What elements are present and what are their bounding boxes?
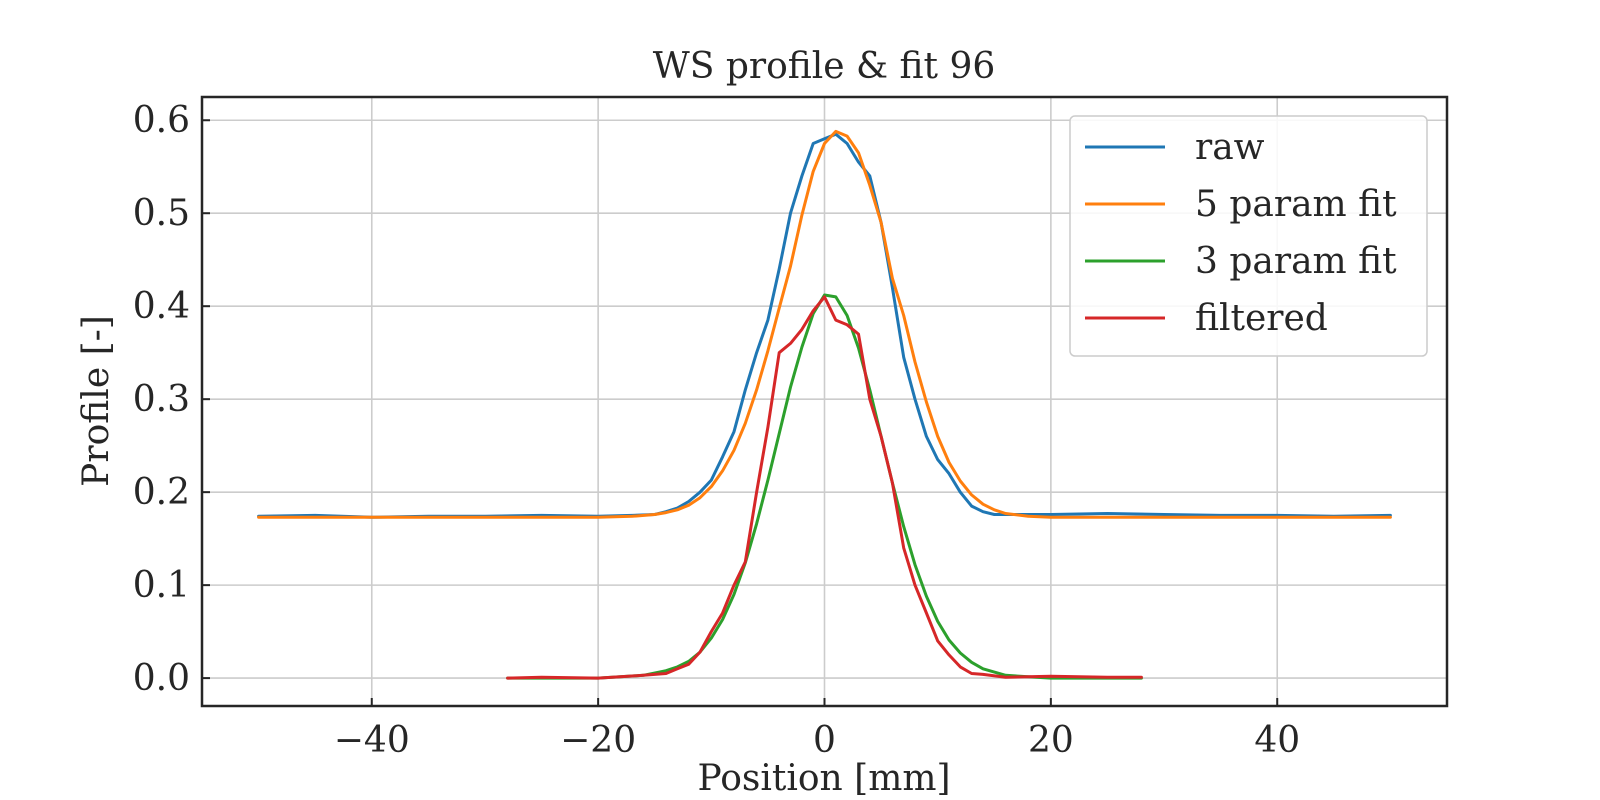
legend: raw 5 param fit 3 param fit filtered <box>1069 115 1428 357</box>
plot-series <box>257 129 1392 680</box>
x-tick-label: 40 <box>1254 720 1300 761</box>
y-tick-label: 0.6 <box>133 100 190 141</box>
y-tick-label: 0.5 <box>133 193 190 234</box>
legend-box <box>1069 115 1428 357</box>
legend-label: 3 param fit <box>1195 241 1397 282</box>
x-axis-label: Position [mm] <box>697 758 950 799</box>
x-tick-label: 0 <box>813 720 836 761</box>
y-tick-label: 0.3 <box>133 379 190 420</box>
axis-ticks: −40 −20 0 20 40 0.0 0.1 0.2 0.3 0.4 0.5 0.6 <box>133 100 1300 761</box>
y-tick-label: 0.4 <box>133 286 190 327</box>
x-tick-label: −40 <box>334 720 410 761</box>
series-line-5-param-fit <box>257 129 1392 519</box>
series-line-filtered <box>506 295 1143 680</box>
x-tick-label: −20 <box>560 720 636 761</box>
y-axis-label: Profile [-] <box>76 315 117 487</box>
legend-label: raw <box>1195 127 1265 168</box>
x-tick-label: 20 <box>1028 720 1074 761</box>
chart-title: WS profile & fit 96 <box>653 46 996 87</box>
y-tick-label: 0.0 <box>133 658 190 699</box>
y-tick-label: 0.2 <box>133 472 190 513</box>
y-tick-label: 0.1 <box>133 565 190 606</box>
legend-label: 5 param fit <box>1195 184 1397 225</box>
legend-label: filtered <box>1195 298 1328 339</box>
